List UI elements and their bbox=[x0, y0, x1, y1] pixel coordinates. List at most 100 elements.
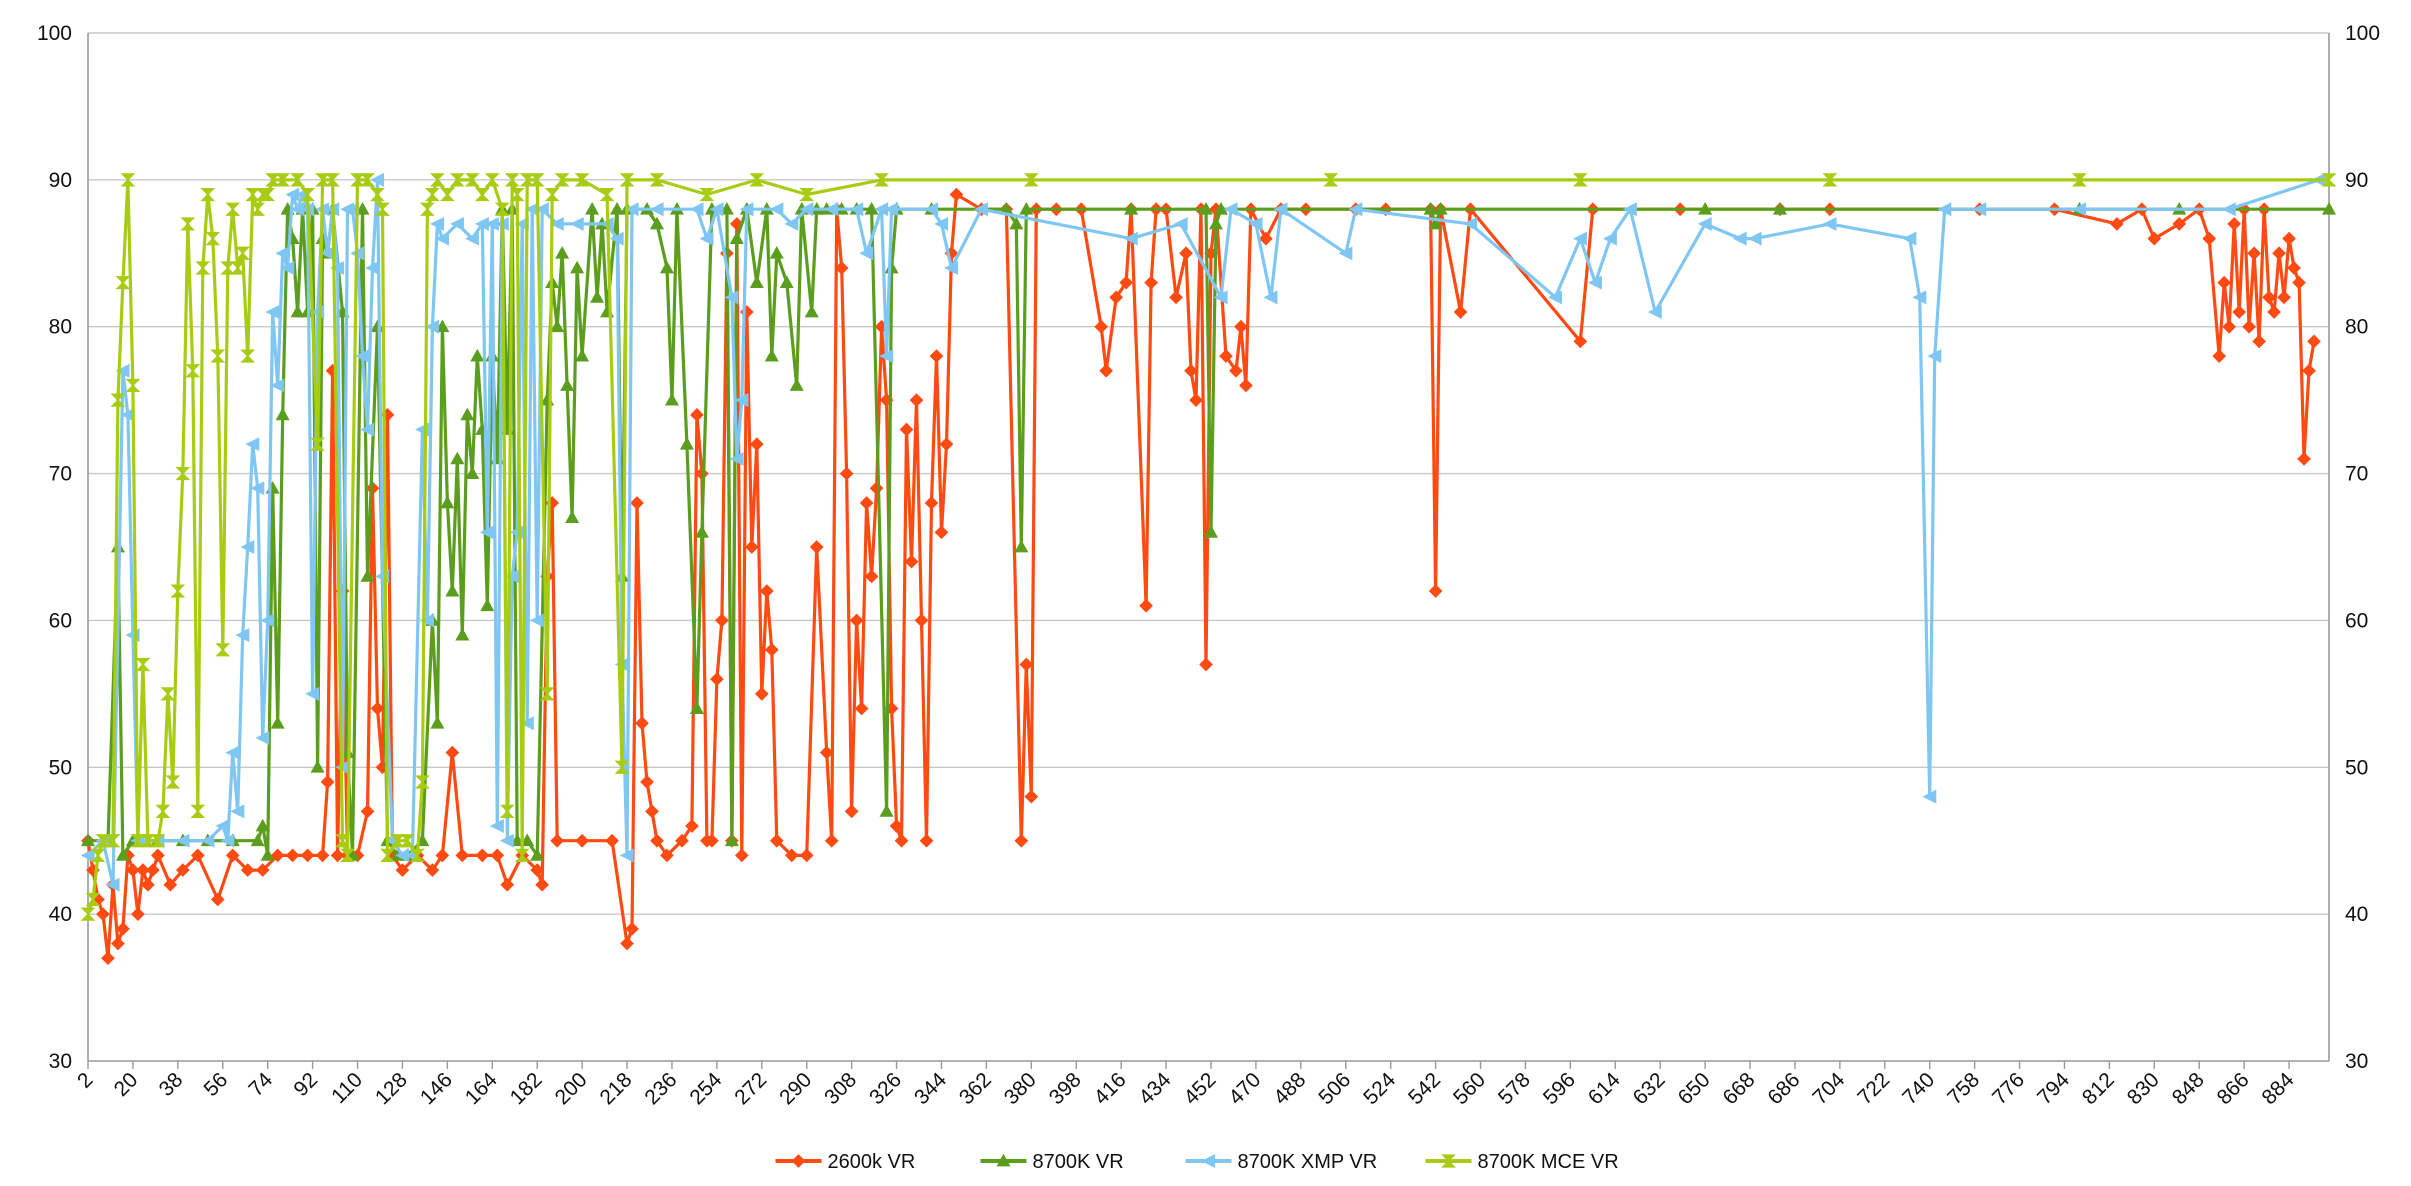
data-point bbox=[2217, 275, 2232, 290]
data-point bbox=[1189, 393, 1203, 407]
data-point bbox=[1198, 201, 1214, 215]
data-point bbox=[90, 848, 106, 862]
data-point bbox=[360, 173, 375, 187]
data-point bbox=[620, 936, 634, 951]
data-point bbox=[1019, 657, 1034, 672]
data-point bbox=[585, 201, 600, 215]
data-point bbox=[549, 216, 564, 231]
data-point bbox=[115, 276, 131, 290]
data-point bbox=[2267, 305, 2281, 319]
data-point bbox=[864, 569, 879, 584]
data-point bbox=[879, 804, 894, 817]
data-point bbox=[140, 834, 156, 848]
data-point bbox=[1213, 201, 1228, 215]
data-point bbox=[2287, 261, 2301, 275]
data-point bbox=[630, 496, 644, 510]
data-point bbox=[1453, 305, 1468, 319]
series-line bbox=[86, 178, 2329, 915]
data-point bbox=[105, 834, 121, 848]
data-point bbox=[619, 848, 634, 863]
y-tick-label-left: 60 bbox=[49, 609, 72, 632]
data-point bbox=[290, 173, 306, 187]
y-tick-label-right: 70 bbox=[2345, 463, 2368, 486]
data-point bbox=[934, 525, 949, 540]
data-point bbox=[494, 202, 510, 216]
data-point bbox=[574, 173, 590, 187]
data-point bbox=[1023, 173, 1039, 187]
data-point bbox=[619, 173, 635, 187]
data-point bbox=[844, 804, 859, 819]
data-point bbox=[1912, 290, 1927, 305]
data-point bbox=[260, 613, 275, 628]
data-point bbox=[2227, 217, 2242, 231]
data-point bbox=[420, 613, 434, 628]
data-point bbox=[2072, 173, 2087, 187]
data-point bbox=[250, 202, 266, 216]
data-point bbox=[500, 877, 515, 892]
data-point bbox=[729, 451, 744, 466]
data-point bbox=[609, 231, 624, 246]
data-point bbox=[2212, 349, 2227, 363]
data-point bbox=[270, 378, 285, 393]
data-point bbox=[649, 216, 665, 230]
y-tick-label-right: 40 bbox=[2345, 903, 2368, 926]
data-point bbox=[1213, 290, 1228, 305]
data-point bbox=[575, 348, 590, 362]
data-point bbox=[489, 819, 504, 833]
data-point bbox=[575, 833, 589, 848]
data-point bbox=[710, 672, 724, 687]
data-point bbox=[614, 760, 630, 774]
legend-marker bbox=[791, 1154, 806, 1168]
data-point bbox=[245, 187, 261, 202]
data-point bbox=[445, 745, 460, 760]
data-point bbox=[859, 496, 874, 510]
data-point bbox=[854, 701, 869, 716]
data-point bbox=[1732, 231, 1747, 246]
data-point bbox=[80, 907, 96, 921]
data-point bbox=[754, 687, 769, 701]
data-point bbox=[1223, 202, 1238, 217]
series-group bbox=[80, 173, 2337, 921]
data-point bbox=[110, 393, 126, 407]
data-point bbox=[534, 202, 549, 217]
data-point bbox=[715, 613, 729, 628]
data-point bbox=[1747, 231, 1762, 246]
data-point bbox=[440, 495, 455, 509]
data-point bbox=[879, 349, 894, 364]
data-point bbox=[919, 833, 934, 848]
data-point bbox=[464, 173, 480, 187]
data-point bbox=[449, 216, 464, 231]
data-point bbox=[250, 833, 265, 847]
data-point bbox=[335, 834, 350, 848]
data-point bbox=[205, 232, 221, 246]
data-point bbox=[130, 834, 146, 848]
data-point bbox=[519, 716, 534, 731]
data-point bbox=[799, 202, 814, 217]
data-point bbox=[280, 261, 295, 275]
data-point bbox=[210, 892, 225, 907]
data-point bbox=[809, 540, 824, 554]
data-point bbox=[270, 715, 285, 729]
data-point bbox=[460, 407, 475, 421]
data-point bbox=[565, 510, 580, 524]
data-point bbox=[764, 642, 779, 657]
data-point bbox=[1572, 173, 1588, 187]
data-point bbox=[380, 848, 395, 862]
data-point bbox=[2252, 334, 2266, 349]
data-point bbox=[1433, 201, 1448, 215]
data-point bbox=[1572, 231, 1587, 246]
data-point bbox=[315, 173, 331, 187]
data-point bbox=[799, 848, 814, 863]
data-point bbox=[929, 349, 944, 363]
data-point bbox=[310, 760, 325, 773]
data-point bbox=[310, 437, 326, 451]
data-point bbox=[225, 848, 240, 863]
data-point bbox=[530, 863, 545, 877]
data-point bbox=[769, 202, 784, 217]
data-point bbox=[899, 422, 914, 437]
data-point bbox=[514, 848, 530, 862]
data-point bbox=[1094, 319, 1109, 334]
data-point bbox=[924, 496, 939, 510]
data-point bbox=[136, 863, 150, 877]
data-point bbox=[1273, 202, 1288, 217]
